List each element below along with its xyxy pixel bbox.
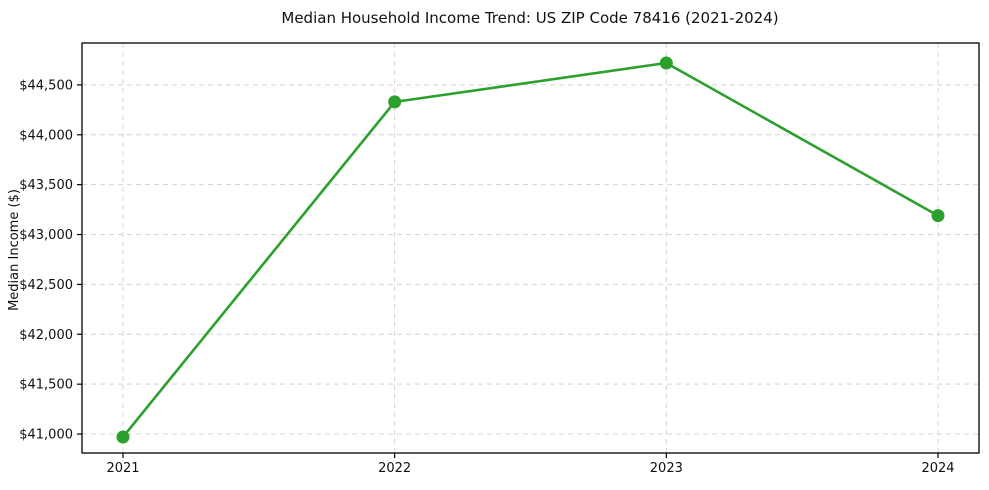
x-tick-label: 2023 — [650, 461, 683, 476]
y-axis-label: Median Income ($) — [7, 189, 22, 311]
x-tick-label: 2024 — [921, 461, 954, 476]
gridlines — [82, 43, 979, 453]
trend-line — [121, 61, 940, 439]
y-tick-label: $43,000 — [19, 228, 73, 243]
data-point — [659, 56, 673, 70]
x-tick-label: 2021 — [106, 461, 139, 476]
y-tick-label: $44,500 — [19, 78, 73, 93]
data-point — [388, 95, 402, 109]
data-series — [116, 56, 945, 444]
plot-border — [81, 42, 980, 454]
chart-title: Median Household Income Trend: US ZIP Co… — [281, 9, 778, 27]
y-tick-label: $42,000 — [19, 328, 73, 343]
x-tick-label: 2022 — [378, 461, 411, 476]
y-tick-label: $41,000 — [19, 428, 73, 443]
axes: 2021 2022 2023 2024 $41,000 $41,500 $42,000 $42… — [19, 42, 980, 476]
y-tick-label: $42,500 — [19, 278, 73, 293]
y-tick-label: $43,500 — [19, 178, 73, 193]
y-tick-label: $41,500 — [19, 378, 73, 393]
data-point — [116, 430, 130, 444]
data-point — [931, 209, 945, 223]
y-tick-label: $44,000 — [19, 128, 73, 143]
